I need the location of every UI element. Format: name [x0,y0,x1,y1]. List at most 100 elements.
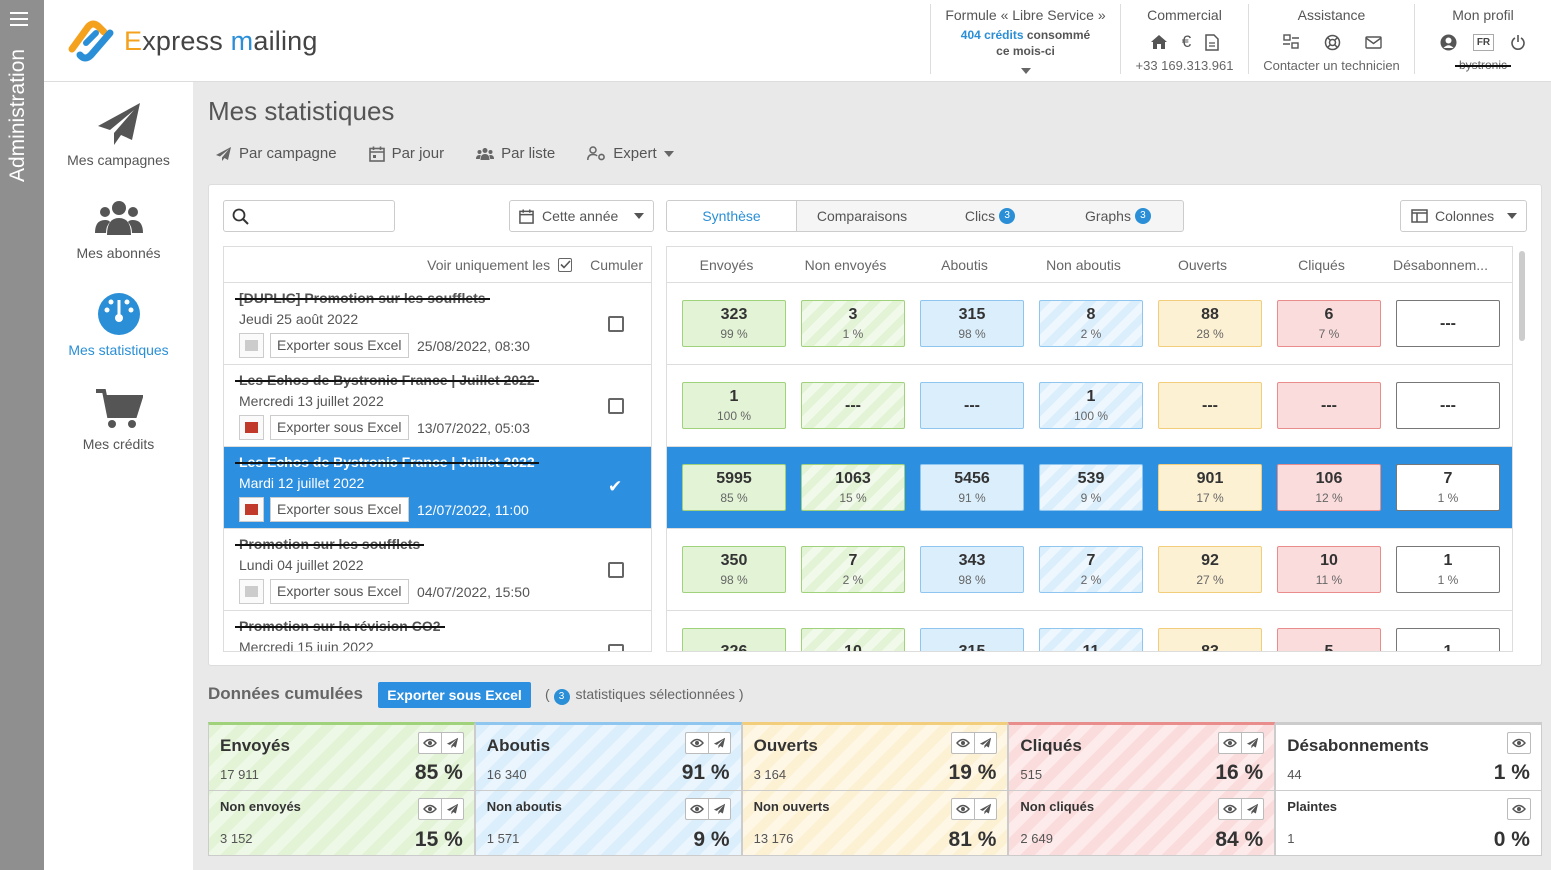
stats-column-header[interactable]: Désabonnem... [1393,256,1488,273]
stat-cell[interactable]: 315 [920,628,1024,651]
tab-synthese[interactable]: Synthèse [667,201,797,231]
lifebuoy-icon[interactable] [1324,34,1341,51]
export-excel-button[interactable]: Exporter sous Excel [270,415,409,440]
stat-cell[interactable]: 539 9 % [1039,464,1143,511]
stat-cell[interactable]: 5 [1277,628,1381,651]
paper-plane-icon[interactable] [1241,799,1263,819]
stat-cell[interactable]: --- [801,382,905,429]
paper-plane-icon[interactable] [974,733,996,753]
euro-icon[interactable]: € [1181,32,1192,51]
phone-number[interactable]: +33 169.313.961 [1135,58,1234,73]
paper-plane-icon[interactable] [1241,733,1263,753]
search-field[interactable] [254,205,389,227]
nav-subscribers[interactable]: Mes abonnés [44,199,193,261]
campaign-thumbnail[interactable] [239,579,264,604]
stat-cell[interactable]: --- [1158,382,1262,429]
export-excel-button[interactable]: Exporter sous Excel [270,333,409,358]
campaign-row[interactable]: [DUPLIC] Promotion sur les soufflets Jeud… [224,283,651,365]
user-icon[interactable] [1440,34,1457,51]
eye-icon[interactable] [1219,799,1241,819]
by-campaign-button[interactable]: Par campagne [215,145,337,162]
stats-column-header[interactable]: Non envoyés [804,256,887,273]
stats-column-header[interactable]: Cliqués [1298,256,1345,273]
cumulate-checkbox[interactable] [608,398,624,414]
only-selected-checkbox[interactable] [558,257,573,272]
stat-cell[interactable]: 5456 91 % [920,464,1024,511]
tab-graphs[interactable]: Graphs 3 [1053,201,1183,231]
stats-column-header[interactable]: Aboutis [941,256,988,273]
stat-cell[interactable]: 10 11 % [1277,546,1381,593]
stat-cell[interactable]: 343 98 % [920,546,1024,593]
chevron-down-icon[interactable] [931,61,1120,77]
remote-support-icon[interactable] [1282,34,1300,50]
search-input[interactable] [223,200,395,232]
menu-icon[interactable] [10,12,28,30]
expert-dropdown[interactable]: Expert [587,145,674,162]
paper-plane-icon[interactable] [707,799,730,819]
stat-cell[interactable]: 350 98 % [682,546,786,593]
stat-cell[interactable]: 1 100 % [682,382,786,429]
paper-plane-icon[interactable] [440,733,463,753]
stats-column-header[interactable]: Envoyés [699,256,754,273]
cumulated-export-button[interactable]: Exporter sous Excel [378,682,531,708]
tab-comparaisons[interactable]: Comparaisons [816,208,908,224]
eye-icon[interactable] [952,733,974,753]
stat-cell[interactable]: --- [1396,382,1500,429]
power-icon[interactable] [1510,34,1526,51]
stat-cell[interactable]: 11 [1039,628,1143,651]
stats-column-header[interactable]: Ouverts [1177,256,1227,273]
cumulate-checkbox[interactable] [608,562,624,578]
cumulate-checkbox[interactable] [608,644,624,651]
campaign-thumbnail[interactable] [239,497,264,522]
columns-button[interactable]: Colonnes [1400,200,1527,232]
campaign-row[interactable]: Les Echos de Bystronic France | Juillet … [224,447,651,529]
eye-icon[interactable] [952,799,974,819]
stat-cell[interactable]: 315 98 % [920,300,1024,347]
eye-icon[interactable] [419,733,441,753]
contact-technician-link[interactable]: Contacter un technicien [1263,58,1400,73]
export-excel-button[interactable]: Exporter sous Excel [270,579,409,604]
cumulate-checkbox[interactable] [608,316,624,332]
paper-plane-icon[interactable] [440,799,463,819]
paper-plane-icon[interactable] [707,733,730,753]
by-day-button[interactable]: Par jour [368,145,444,162]
vertical-scrollbar[interactable] [1519,251,1525,341]
eye-icon[interactable] [686,733,708,753]
paper-plane-icon[interactable] [974,799,996,819]
period-select[interactable]: Cette année [509,200,654,232]
stat-cell[interactable]: 92 27 % [1158,546,1262,593]
logo[interactable]: Express mailing [66,18,318,64]
checkmark-icon[interactable]: ✔ [608,477,623,496]
plan-section[interactable]: Formule « Libre Service » 404 crédits co… [930,4,1120,74]
stat-cell[interactable]: --- [1277,382,1381,429]
stat-cell[interactable]: 1 [1396,628,1500,651]
export-excel-button[interactable]: Exporter sous Excel [270,497,409,522]
language-selector[interactable]: FR [1472,33,1495,51]
campaign-row[interactable]: Les Echos de Bystronic France | Juillet … [224,365,651,447]
eye-icon[interactable] [1508,733,1530,753]
campaign-row[interactable]: Promotion sur la révision CO2 Mercredi 15… [224,611,651,651]
stat-cell[interactable]: --- [1396,300,1500,347]
by-list-button[interactable]: Par liste [476,145,555,162]
mail-icon[interactable] [1364,35,1382,49]
campaign-thumbnail[interactable] [239,333,264,358]
eye-icon[interactable] [419,799,441,819]
eye-icon[interactable] [686,799,708,819]
stat-cell[interactable]: 901 17 % [1158,464,1262,511]
stat-cell[interactable]: 1 100 % [1039,382,1143,429]
campaign-row[interactable]: Promotion sur les soufflets Lundi 04 juil… [224,529,651,611]
eye-icon[interactable] [1508,799,1530,819]
stat-cell[interactable]: 326 [682,628,786,651]
campaign-thumbnail[interactable] [239,415,264,440]
stats-column-header[interactable]: Non aboutis [1046,256,1121,273]
stat-cell[interactable]: 1063 15 % [801,464,905,511]
tab-clics[interactable]: Clics 3 [927,201,1053,231]
home-icon[interactable] [1150,34,1168,50]
stat-cell[interactable]: 323 99 % [682,300,786,347]
stat-cell[interactable]: 83 [1158,628,1262,651]
